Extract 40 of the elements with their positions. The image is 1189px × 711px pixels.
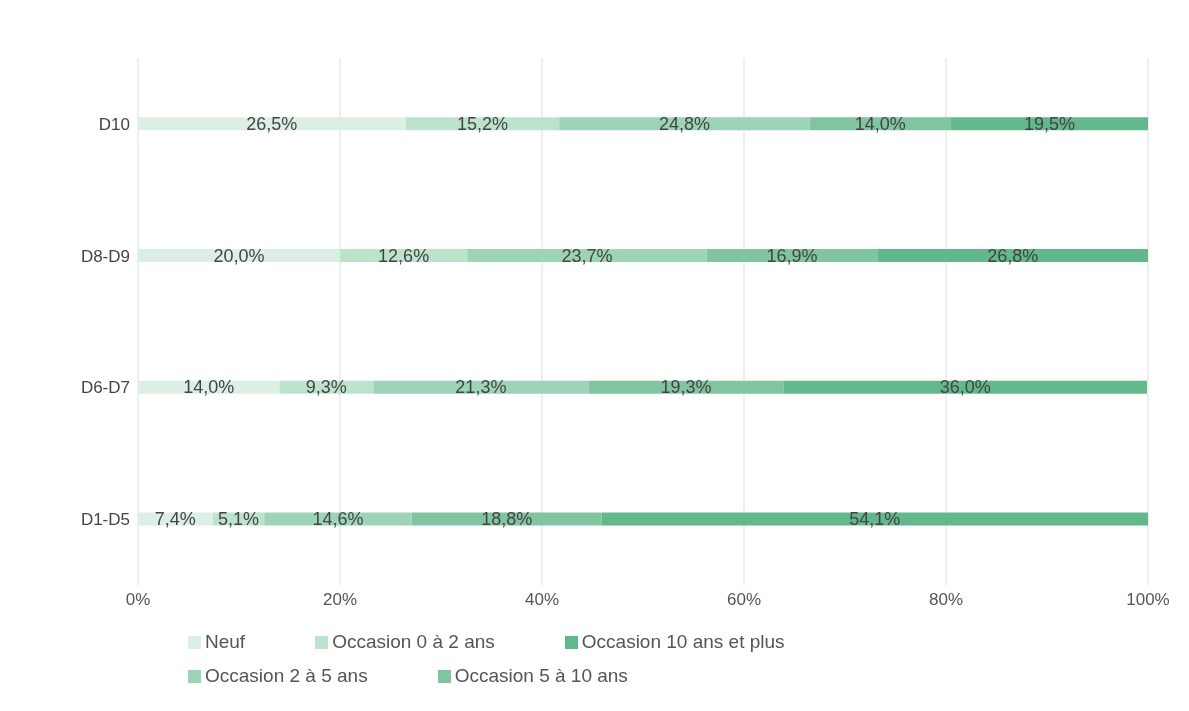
data-label: 18,8% [481, 509, 533, 530]
data-label: 19,3% [660, 377, 712, 398]
data-label: 14,6% [312, 509, 364, 530]
legend-label: Occasion 0 à 2 ans [332, 631, 495, 652]
data-label: 20,0% [213, 245, 265, 266]
data-label: 7,4% [154, 509, 196, 530]
data-label: 14,0% [183, 377, 235, 398]
data-label: 12,6% [378, 245, 430, 266]
data-label: 54,1% [849, 509, 901, 530]
y-tick-label: D10 [98, 114, 130, 134]
x-tick-label: 20% [322, 590, 358, 610]
x-tick-label: 0% [125, 590, 151, 610]
data-label: 23,7% [561, 245, 613, 266]
bar [601, 512, 1148, 526]
data-label: 14,0% [854, 113, 906, 134]
x-tick-label: 60% [726, 590, 762, 610]
data-label: 5,1% [217, 509, 260, 530]
x-tick-label: 100% [1126, 590, 1170, 610]
bar [783, 380, 1147, 394]
bar [467, 249, 707, 263]
data-label: 24,8% [658, 113, 710, 134]
legend-label: Occasion 2 à 5 ans [205, 665, 368, 686]
data-label: 21,3% [455, 377, 507, 398]
data-label: 9,3% [305, 377, 347, 398]
y-tick-label: D1-D5 [80, 510, 130, 530]
data-label: 26,5% [246, 113, 298, 134]
x-tick-label: 40% [524, 590, 560, 610]
bar [877, 249, 1148, 263]
data-label: 26,8% [987, 245, 1039, 266]
legend-label: Neuf [205, 631, 246, 652]
bar [138, 117, 406, 131]
y-tick-label: D8-D9 [80, 246, 130, 266]
data-label: 19,5% [1024, 113, 1076, 134]
data-label: 36,0% [939, 377, 991, 398]
legend-label: Occasion 10 ans et plus [581, 631, 785, 652]
legend-label: Occasion 5 à 10 ans [454, 665, 628, 686]
x-tick-label: 80% [928, 590, 964, 610]
y-tick-label: D6-D7 [80, 378, 130, 398]
data-label: 16,9% [766, 245, 818, 266]
data-label: 15,2% [456, 113, 508, 134]
